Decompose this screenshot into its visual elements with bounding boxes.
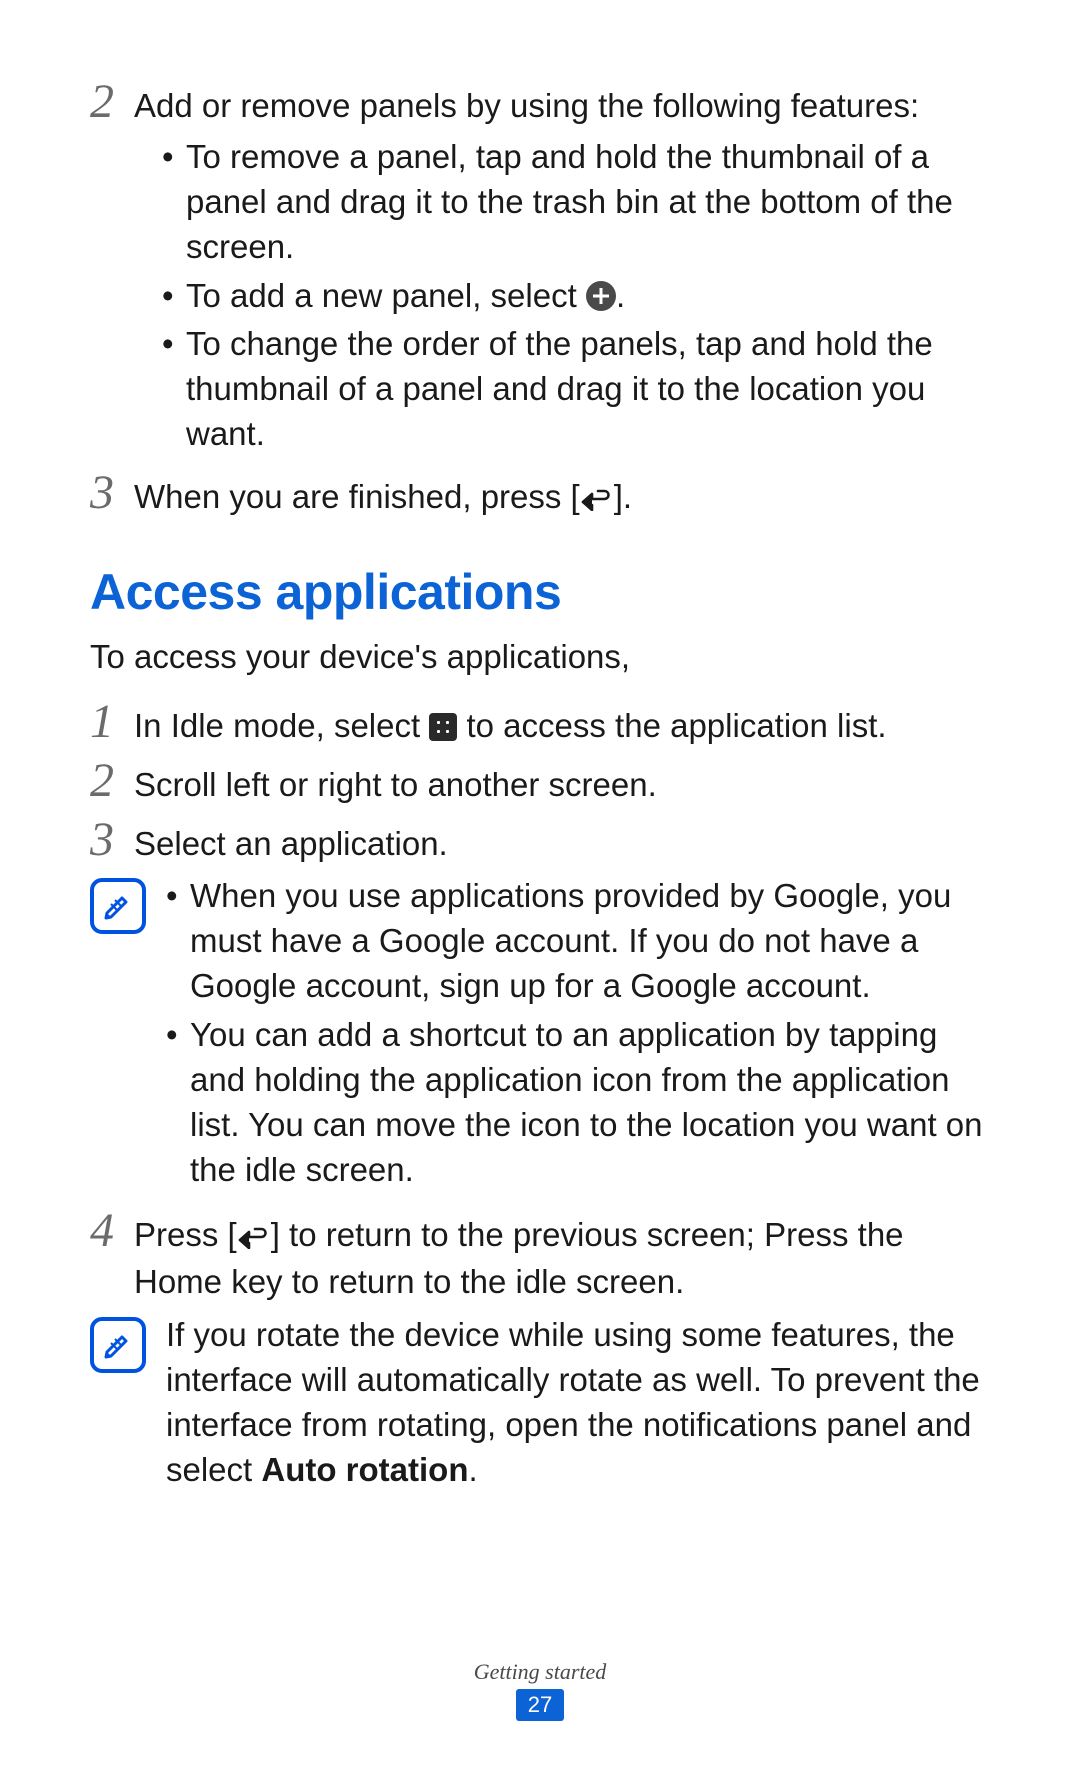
step-3-finished: 3 When you are finished, press []. (90, 469, 990, 523)
manual-page: 2 Add or remove panels by using the foll… (0, 0, 1080, 1771)
note-auto-rotation: If you rotate the device while using som… (90, 1313, 990, 1493)
intro-text: To access your device's applications, (90, 635, 990, 680)
note-body: • When you use applications provided by … (150, 874, 990, 1196)
text-pre: When you are finished, press [ (134, 478, 580, 515)
note-body: If you rotate the device while using som… (150, 1313, 990, 1493)
heading-access-applications: Access applications (90, 563, 990, 621)
text-pre: In Idle mode, select (134, 707, 429, 744)
bullet-list: • To remove a panel, tap and hold the th… (134, 135, 990, 457)
step-number: 2 (90, 78, 134, 126)
text-bold: Auto rotation (261, 1451, 468, 1488)
step-number: 3 (90, 816, 134, 864)
step-body: When you are finished, press []. (134, 469, 990, 523)
note-bullet-shortcut: • You can add a shortcut to an applicati… (166, 1013, 990, 1193)
step-number: 1 (90, 698, 134, 746)
bullet-text: To add a new panel, select . (186, 274, 990, 319)
text-post: . (469, 1451, 478, 1488)
bullet-dot: • (162, 135, 186, 180)
note-google-account: • When you use applications provided by … (90, 874, 990, 1196)
step-body: Select an application. (134, 816, 990, 867)
text-pre: Press [ (134, 1216, 237, 1253)
step-number: 3 (90, 469, 134, 517)
bullet-text: When you use applications provided by Go… (190, 874, 990, 1009)
note-bullet-google: • When you use applications provided by … (166, 874, 990, 1009)
text-post: . (616, 277, 625, 314)
page-number-badge: 27 (516, 1689, 564, 1721)
step-lead: Add or remove panels by using the follow… (134, 84, 990, 129)
bullet-dot: • (162, 274, 186, 319)
step-4-back: 4 Press [] to return to the previous scr… (90, 1207, 990, 1306)
bullet-dot: • (166, 1013, 190, 1058)
step-body: Add or remove panels by using the follow… (134, 78, 990, 461)
text-pre: To add a new panel, select (186, 277, 586, 314)
bullet-dot: • (166, 874, 190, 919)
back-key-icon (237, 1216, 271, 1261)
text-post: ]. (614, 478, 632, 515)
note-icon-wrap (90, 874, 150, 934)
bullet-reorder-panel: • To change the order of the panels, tap… (134, 322, 990, 457)
bullet-text: To change the order of the panels, tap a… (186, 322, 990, 457)
step-1-idle: 1 In Idle mode, select to access the app… (90, 698, 990, 749)
back-key-icon (580, 478, 614, 523)
plus-circle-icon (586, 281, 616, 311)
step-2-scroll: 2 Scroll left or right to another screen… (90, 757, 990, 808)
footer-section-label: Getting started (0, 1659, 1080, 1685)
step-2-panels: 2 Add or remove panels by using the foll… (90, 78, 990, 461)
step-body: Press [] to return to the previous scree… (134, 1207, 990, 1306)
page-footer: Getting started 27 (0, 1659, 1080, 1721)
step-body: Scroll left or right to another screen. (134, 757, 990, 808)
step-3-select: 3 Select an application. (90, 816, 990, 867)
text-post: to access the application list. (457, 707, 886, 744)
step-number: 4 (90, 1207, 134, 1255)
bullet-text: To remove a panel, tap and hold the thum… (186, 135, 990, 270)
note-pencil-icon (90, 878, 146, 934)
bullet-dot: • (162, 322, 186, 367)
apps-grid-icon (429, 713, 457, 741)
note-icon-wrap (90, 1313, 150, 1373)
bullet-remove-panel: • To remove a panel, tap and hold the th… (134, 135, 990, 270)
note-pencil-icon (90, 1317, 146, 1373)
bullet-text: You can add a shortcut to an application… (190, 1013, 990, 1193)
step-body: In Idle mode, select to access the appli… (134, 698, 990, 749)
step-number: 2 (90, 757, 134, 805)
bullet-add-panel: • To add a new panel, select . (134, 274, 990, 319)
